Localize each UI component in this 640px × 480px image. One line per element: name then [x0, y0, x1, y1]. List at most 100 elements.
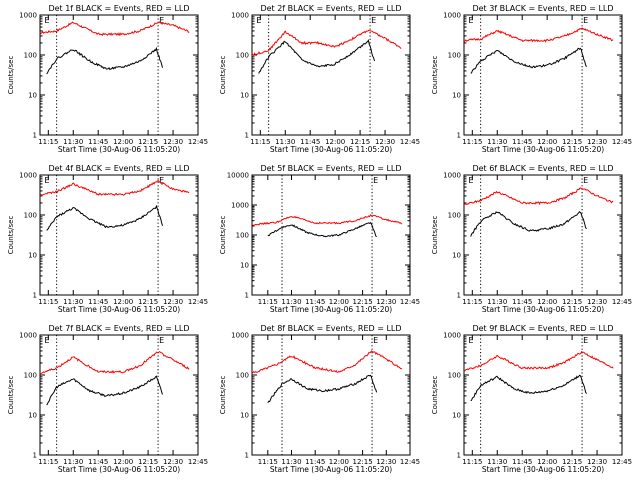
event-marker: E [159, 16, 164, 25]
x-tick-label: 12:00 [325, 138, 345, 146]
x-tick-label: 12:45 [188, 298, 208, 306]
x-tick-label: 12:30 [587, 298, 607, 306]
y-tick-label: 10 [240, 92, 249, 100]
event-marker: E [373, 336, 378, 345]
y-axis-label: Counts/sec [7, 56, 15, 95]
x-tick-label: 11:45 [512, 298, 532, 306]
lld-series-line [463, 351, 614, 372]
events-series-line [267, 221, 377, 238]
y-tick-label: 10 [28, 412, 37, 420]
y-tick-label: 1000 [443, 12, 461, 20]
x-tick-label: 12:00 [329, 298, 349, 306]
events-series-line [46, 375, 163, 406]
x-tick-label: 12:30 [163, 298, 183, 306]
lld-series-line [39, 180, 190, 196]
x-axis-label: Start Time (30-Aug-06 11:05:20) [58, 305, 180, 314]
x-tick-label: 12:45 [612, 138, 632, 146]
y-tick-label: 10 [28, 92, 37, 100]
y-tick-label: 1000 [19, 12, 37, 20]
y-tick-label: 10 [240, 262, 249, 270]
events-series-line [267, 374, 378, 404]
x-axis-label: Start Time (30-Aug-06 11:05:20) [270, 305, 392, 314]
x-axis-label: Start Time (30-Aug-06 11:05:20) [270, 145, 392, 154]
x-tick-label: 11:45 [88, 298, 108, 306]
lld-series-line [251, 214, 403, 226]
y-tick-label: 1000 [19, 332, 37, 340]
y-tick-label: 100 [448, 212, 461, 220]
x-tick-label: 11:30 [487, 138, 507, 146]
x-tick-label: 12:15 [350, 138, 370, 146]
x-tick-label: 12:00 [537, 458, 557, 466]
x-tick-label: 12:30 [163, 458, 183, 466]
y-tick-label: 10 [452, 412, 461, 420]
x-tick-label: 11:30 [63, 138, 83, 146]
y-tick-label: 100 [236, 372, 249, 380]
event-marker: E [371, 16, 376, 25]
y-tick-label: 10 [452, 92, 461, 100]
x-tick-label: 11:45 [512, 458, 532, 466]
panel-det-7: Det 7f BLACK = Events, RED = LLD 1 10 100 10… [7, 324, 208, 474]
x-tick-label: 12:30 [375, 138, 395, 146]
x-tick-label: 11:15 [38, 138, 58, 146]
panel-title: Det 8f BLACK = Events, RED = LLD [260, 324, 401, 333]
event-marker: E [373, 176, 378, 185]
panel-title: Det 2f BLACK = Events, RED = LLD [260, 4, 401, 13]
y-tick-label: 1 [457, 132, 461, 140]
y-tick-label: 1 [245, 132, 249, 140]
x-tick-label: 12:30 [376, 458, 396, 466]
panel-title: Det 3f BLACK = Events, RED = LLD [472, 4, 613, 13]
y-tick-label: 10 [240, 412, 249, 420]
x-tick-label: 12:15 [138, 138, 158, 146]
events-series-line [470, 210, 587, 237]
y-axis-label: Counts/sec [219, 56, 227, 95]
lld-series-line [463, 27, 614, 43]
x-tick-label: 11:15 [250, 138, 270, 146]
lld-series-line [251, 29, 402, 57]
event-marker: E [256, 16, 261, 25]
x-tick-label: 11:30 [275, 138, 295, 146]
event-marker: E [583, 336, 588, 345]
plot-frame [39, 334, 199, 456]
panel-title: Det 6f BLACK = Events, RED = LLD [472, 164, 613, 173]
x-tick-label: 11:45 [88, 138, 108, 146]
panel-title: Det 9f BLACK = Events, RED = LLD [472, 324, 613, 333]
plot-frame [463, 334, 623, 456]
y-tick-label: 100 [448, 372, 461, 380]
x-tick-label: 12:15 [562, 138, 582, 146]
event-marker: E [159, 176, 164, 185]
y-tick-label: 100 [236, 232, 249, 240]
x-tick-label: 12:15 [562, 298, 582, 306]
y-tick-label: 1 [245, 452, 249, 460]
panel-det-4: Det 4f BLACK = Events, RED = LLD 1 10 100 10… [7, 164, 208, 314]
panel-title: Det 4f BLACK = Events, RED = LLD [48, 164, 189, 173]
y-tick-label: 100 [24, 52, 37, 60]
x-tick-label: 12:15 [562, 458, 582, 466]
y-axis-label: Counts/sec [7, 376, 15, 415]
x-tick-label: 12:30 [587, 458, 607, 466]
y-tick-label: 1 [457, 452, 461, 460]
events-series-line [470, 374, 587, 402]
panel-title: Det 1f BLACK = Events, RED = LLD [48, 4, 189, 13]
plot-frame [39, 14, 199, 136]
y-tick-label: 1 [33, 452, 37, 460]
x-tick-label: 12:00 [113, 138, 133, 146]
x-tick-label: 12:00 [329, 458, 349, 466]
x-axis-label: Start Time (30-Aug-06 11:05:20) [482, 145, 604, 154]
y-tick-label: 1 [245, 292, 249, 300]
x-tick-label: 11:15 [258, 458, 278, 466]
y-tick-label: 1 [457, 292, 461, 300]
y-tick-label: 100 [24, 372, 37, 380]
x-tick-label: 12:45 [188, 138, 208, 146]
x-axis-label: Start Time (30-Aug-06 11:05:20) [482, 305, 604, 314]
y-tick-label: 100 [236, 52, 249, 60]
y-tick-label: 1000 [231, 202, 249, 210]
y-tick-label: 1 [33, 132, 37, 140]
x-tick-label: 12:30 [163, 138, 183, 146]
x-tick-label: 12:00 [537, 298, 557, 306]
x-tick-label: 12:45 [612, 458, 632, 466]
y-tick-label: 100 [448, 52, 461, 60]
x-axis-label: Start Time (30-Aug-06 11:05:20) [482, 465, 604, 474]
x-tick-label: 12:15 [138, 458, 158, 466]
lld-series-line [39, 21, 190, 37]
panel-det-5: Det 5f BLACK = Events, RED = LLD 1 10 100 10… [219, 164, 420, 314]
